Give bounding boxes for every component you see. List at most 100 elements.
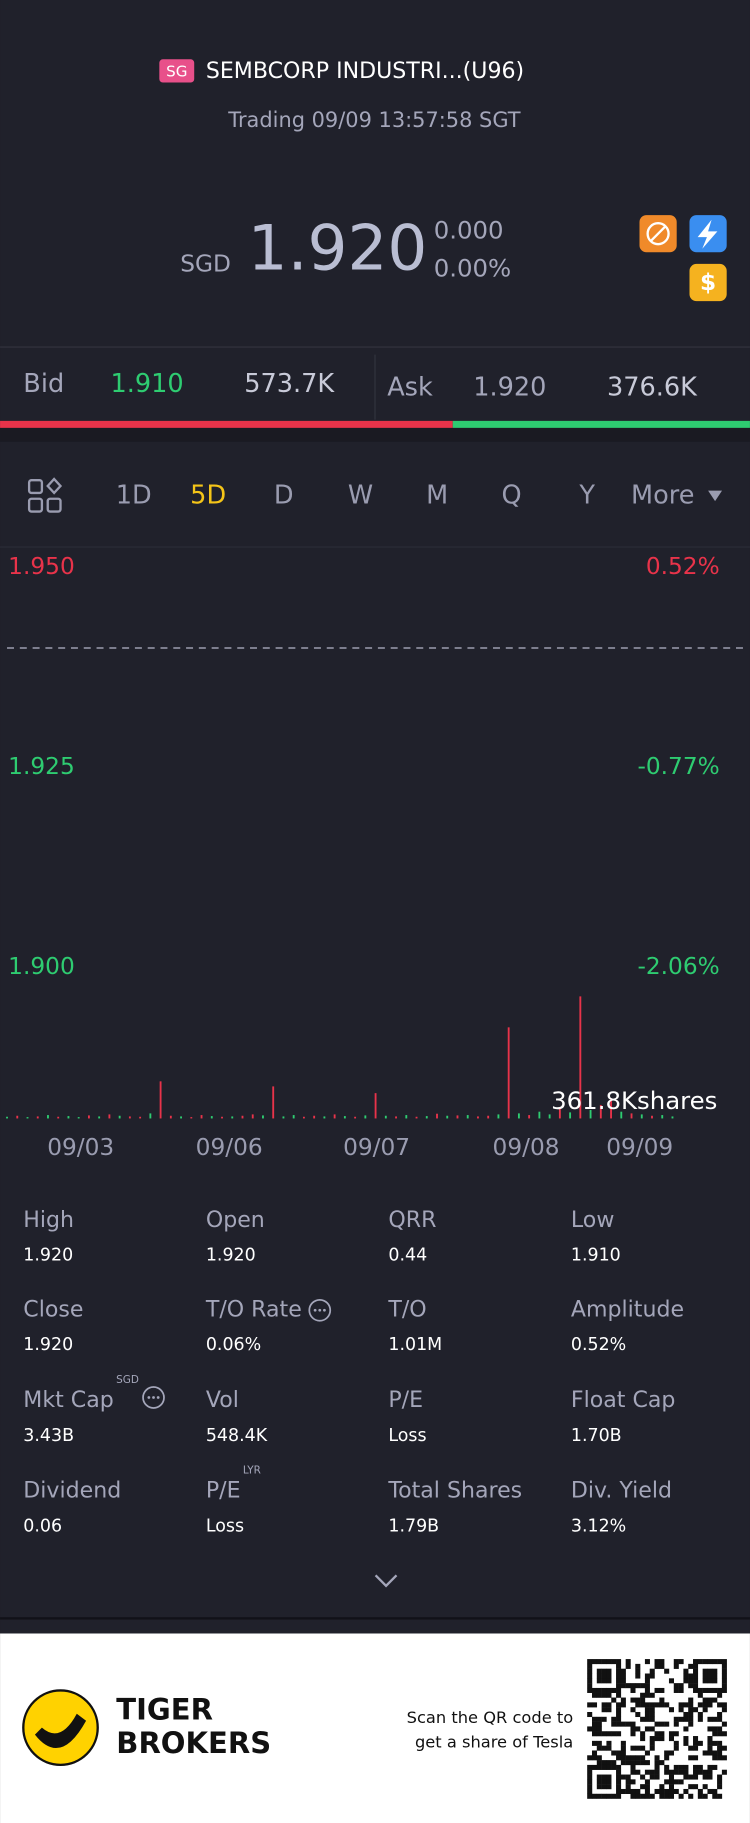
volume-bar [87, 1115, 90, 1119]
qr-cell [717, 1702, 723, 1708]
icon-glyph [27, 479, 44, 495]
qr-cell [678, 1716, 684, 1722]
qr-cell [606, 1659, 612, 1665]
volume-bar [548, 1114, 551, 1119]
tab[interactable]: Q [502, 480, 522, 510]
info-dot [152, 1396, 155, 1399]
qr-cell [721, 1707, 727, 1713]
info-icon[interactable] [308, 1298, 332, 1322]
qr-cell [640, 1745, 646, 1751]
stat-label: T/O Rate [205, 1297, 302, 1322]
stat-value: Loss [206, 1517, 244, 1537]
qr-cell [697, 1769, 703, 1775]
tab[interactable]: M [426, 480, 448, 510]
x-tick-label: 09/09 [606, 1134, 673, 1161]
bid-size: 573.7K [244, 369, 335, 399]
stat-label: Div. Yield [571, 1479, 672, 1504]
qr-cell [678, 1793, 684, 1799]
volume-bar [139, 1116, 142, 1119]
expand[interactable] [374, 1574, 398, 1588]
stat-value: 1.79B [388, 1517, 439, 1537]
qr-cell [721, 1745, 727, 1751]
volume-bar [558, 1108, 561, 1119]
qr-cell [697, 1788, 703, 1795]
qr-cell [644, 1687, 650, 1693]
qr-cell [606, 1731, 612, 1737]
qr-cell [654, 1788, 660, 1795]
qr-cell [620, 1697, 626, 1703]
ask: 1.920 [473, 372, 546, 402]
qr-cell [635, 1769, 641, 1775]
qr-cell [717, 1692, 723, 1698]
qr-cell [587, 1687, 593, 1693]
tab[interactable]: 1D [116, 480, 152, 510]
qr-cell [659, 1702, 665, 1708]
tab[interactable]: W [348, 480, 373, 510]
cta: Scan the QR code to [407, 1708, 574, 1727]
qr-cell [625, 1659, 631, 1665]
qr-cell [601, 1793, 607, 1799]
qr-cell [649, 1745, 655, 1751]
volume-bar [343, 1116, 346, 1119]
x-tick-label: 09/07 [343, 1134, 410, 1161]
layout-toggle[interactable] [27, 477, 63, 513]
x-tick-label: 09/03 [47, 1134, 114, 1161]
stat-label: QRR [388, 1208, 436, 1233]
icon[interactable] [689, 263, 727, 302]
qr-cell [635, 1760, 641, 1766]
qr-cell [707, 1736, 713, 1742]
qr-cell [587, 1755, 593, 1761]
qr-cell [616, 1774, 622, 1780]
qr-cell [693, 1683, 699, 1689]
qr-cell [649, 1769, 655, 1775]
y-tick-label: 1.900 [8, 953, 75, 980]
qr-cell [644, 1711, 650, 1718]
qr-cell [693, 1769, 699, 1775]
qr-cell [721, 1687, 727, 1693]
tab[interactable]: Y [578, 480, 595, 510]
qr-cell [635, 1668, 641, 1674]
market: SG [166, 63, 187, 81]
qr-cell [649, 1774, 655, 1780]
qr-cell [683, 1764, 689, 1770]
qr-cell [635, 1702, 641, 1708]
qr-cell [616, 1764, 622, 1770]
qr-cell [635, 1755, 641, 1761]
qr-cell [601, 1702, 607, 1708]
qr-cell [717, 1784, 723, 1790]
qr-cell [620, 1673, 626, 1679]
qr-cell [630, 1779, 636, 1785]
qr-cell [616, 1779, 622, 1785]
qr-cell [601, 1760, 607, 1766]
cta: get a share of Tesla [415, 1732, 573, 1751]
info-icon[interactable] [142, 1386, 165, 1409]
qr-cell [717, 1711, 723, 1718]
stat-label: P/E [206, 1479, 241, 1504]
qr-cell [683, 1774, 689, 1780]
qr-cell [654, 1774, 660, 1780]
qr-cell [683, 1788, 689, 1795]
qr-cell [673, 1769, 679, 1775]
qr-cell [673, 1683, 679, 1689]
qr-cell [673, 1788, 679, 1795]
qr-cell [702, 1678, 708, 1684]
tab[interactable]: More [631, 480, 694, 510]
qr-cell [688, 1784, 694, 1790]
qr-cell [654, 1755, 660, 1761]
qr-cell [717, 1731, 723, 1737]
currency: SGD [180, 251, 231, 278]
qr-cell [596, 1793, 602, 1799]
qr-cell [702, 1750, 708, 1756]
qr-cell [664, 1769, 670, 1775]
qr-cell [673, 1731, 679, 1737]
qr-cell [625, 1784, 631, 1790]
qr-cell [630, 1731, 636, 1737]
qr-cell [664, 1755, 670, 1761]
stat-label: Close [23, 1297, 83, 1322]
qr-cell [702, 1687, 708, 1693]
volume-bar [36, 1116, 39, 1119]
qr-cell [625, 1788, 631, 1795]
qr-cell [620, 1683, 626, 1689]
tab[interactable]: 5D [190, 480, 226, 510]
tab[interactable]: D [274, 480, 294, 510]
